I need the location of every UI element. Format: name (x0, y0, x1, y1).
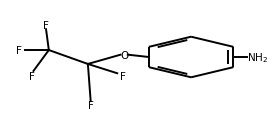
Text: F: F (88, 100, 94, 110)
Text: F: F (120, 71, 126, 81)
Text: F: F (43, 20, 49, 30)
Text: F: F (16, 46, 22, 56)
Text: O: O (120, 50, 128, 60)
Text: NH$_2$: NH$_2$ (247, 51, 268, 64)
Text: F: F (29, 71, 35, 81)
